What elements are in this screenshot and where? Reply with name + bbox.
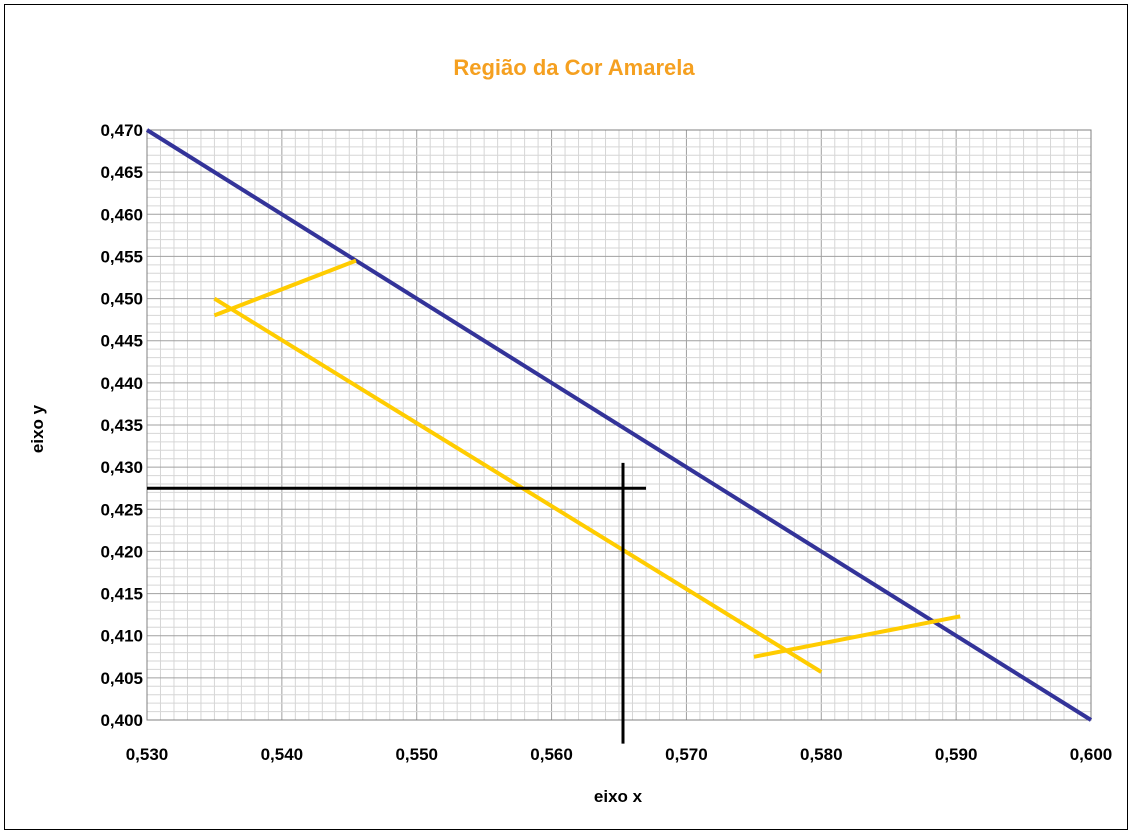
y-tick-labels: 0,400 0,405 0,410 0,415 0,420 0,425 0,430 0,435… bbox=[100, 121, 143, 730]
y-tick-label: 0,440 bbox=[100, 374, 143, 393]
y-tick-label: 0,465 bbox=[100, 163, 143, 182]
y-tick-label: 0,420 bbox=[100, 542, 143, 561]
x-tick-label: 0,600 bbox=[1070, 745, 1113, 764]
y-tick-label: 0,450 bbox=[100, 290, 143, 309]
x-tick-label: 0,590 bbox=[935, 745, 978, 764]
y-tick-label: 0,415 bbox=[100, 585, 143, 604]
y-tick-label: 0,425 bbox=[100, 500, 143, 519]
y-tick-label: 0,460 bbox=[100, 205, 143, 224]
series-line-4 bbox=[753, 614, 961, 659]
y-tick-label: 0,470 bbox=[100, 121, 143, 140]
series-line-2 bbox=[213, 296, 823, 674]
x-tick-label: 0,570 bbox=[665, 745, 708, 764]
x-tick-label: 0,540 bbox=[261, 745, 304, 764]
x-tick-labels: 0,530 0,540 0,550 0,560 0,570 0,580 0,590 0,600 bbox=[126, 745, 1113, 764]
plot-area-border bbox=[146, 129, 1092, 721]
x-tick-label: 0,550 bbox=[395, 745, 438, 764]
y-tick-label: 0,435 bbox=[100, 416, 143, 435]
y-tick-label: 0,400 bbox=[100, 711, 143, 730]
y-tick-label: 0,455 bbox=[100, 247, 143, 266]
y-tick-label: 0,445 bbox=[100, 332, 143, 351]
y-tick-label: 0,410 bbox=[100, 627, 143, 646]
x-tick-label: 0,560 bbox=[530, 745, 573, 764]
x-axis-title: eixo x bbox=[594, 787, 643, 806]
y-tick-label: 0,405 bbox=[100, 669, 143, 688]
y-tick-label: 0,430 bbox=[100, 458, 143, 477]
y-axis-title: eixo y bbox=[28, 404, 47, 453]
chart-title: Região da Cor Amarela bbox=[453, 55, 695, 80]
series-group bbox=[145, 128, 1093, 744]
x-tick-label: 0,580 bbox=[800, 745, 843, 764]
x-tick-label: 0,530 bbox=[126, 745, 169, 764]
series-line-3 bbox=[213, 258, 357, 318]
